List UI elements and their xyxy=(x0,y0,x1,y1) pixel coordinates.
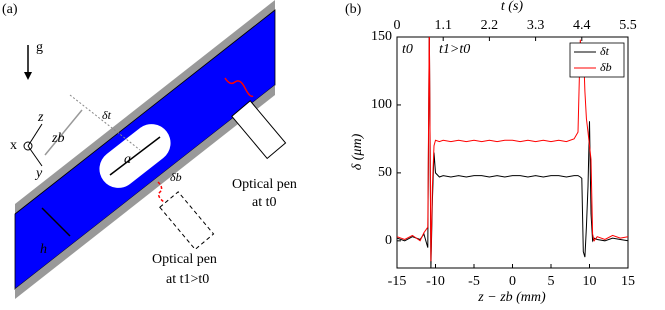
x-tick-label: -15 xyxy=(388,274,407,289)
wall xyxy=(15,0,275,214)
annotation: t1>t0 xyxy=(439,42,470,57)
x-tick-label: -5 xyxy=(468,274,480,289)
panel-label: (b) xyxy=(345,2,362,17)
x2-tick-label: 3.3 xyxy=(527,18,545,33)
label: Optical pen xyxy=(152,252,217,267)
x2-tick-label: 2.2 xyxy=(481,18,499,33)
optical-pen xyxy=(231,100,287,160)
legend-label: δb xyxy=(600,60,612,74)
label: g xyxy=(36,40,43,55)
label: x xyxy=(10,138,17,153)
x-tick-label: 5 xyxy=(548,274,555,289)
arrowhead xyxy=(24,72,32,80)
y-tick-label: 100 xyxy=(371,97,392,112)
guide xyxy=(69,94,141,151)
x2-tick-label: 4.4 xyxy=(573,18,591,33)
x2-axis-label: t (s) xyxy=(501,0,524,14)
x-tick-label: -10 xyxy=(426,274,445,289)
label: a xyxy=(124,152,131,167)
label: Optical pen xyxy=(232,177,297,192)
label: z xyxy=(37,110,44,125)
label: h xyxy=(40,242,47,257)
x-tick-label: 0 xyxy=(509,274,516,289)
panel-label: (a) xyxy=(2,2,18,17)
beam xyxy=(157,181,165,203)
annotation: t0 xyxy=(402,42,413,57)
y-axis-label: δ (μm) xyxy=(350,133,365,170)
label: δt xyxy=(102,108,112,122)
dimension xyxy=(41,207,71,237)
y-tick-label: 50 xyxy=(378,165,392,180)
label: at t0 xyxy=(252,195,277,210)
diagram: g z x y zb δt a δb h Optical pen at t0 O… xyxy=(10,0,297,299)
y-tick-label: 0 xyxy=(385,233,392,248)
y-tick-label: 150 xyxy=(371,29,392,44)
axis xyxy=(27,123,43,147)
label: δb xyxy=(170,170,182,184)
x-tick-label: 10 xyxy=(583,274,597,289)
x2-tick-label: 1.1 xyxy=(434,18,452,33)
axis xyxy=(27,145,43,167)
wall xyxy=(15,85,275,299)
label: zb xyxy=(51,131,64,146)
x2-tick-label: 0 xyxy=(394,18,401,33)
x2-tick-label: 5.5 xyxy=(619,18,637,33)
origin xyxy=(23,141,33,151)
legend-label: δt xyxy=(600,44,610,58)
plot-lines xyxy=(397,37,628,268)
optical-pen xyxy=(159,191,215,251)
label: y xyxy=(34,166,43,181)
dimension xyxy=(44,109,83,156)
x-tick-label: 15 xyxy=(621,274,635,289)
x-axis-label: z − zb (mm) xyxy=(477,290,546,305)
legend-box xyxy=(569,42,625,78)
label: at t1>t0 xyxy=(166,272,209,287)
dimension xyxy=(109,136,161,176)
beam xyxy=(224,77,254,98)
series-line xyxy=(397,37,628,262)
